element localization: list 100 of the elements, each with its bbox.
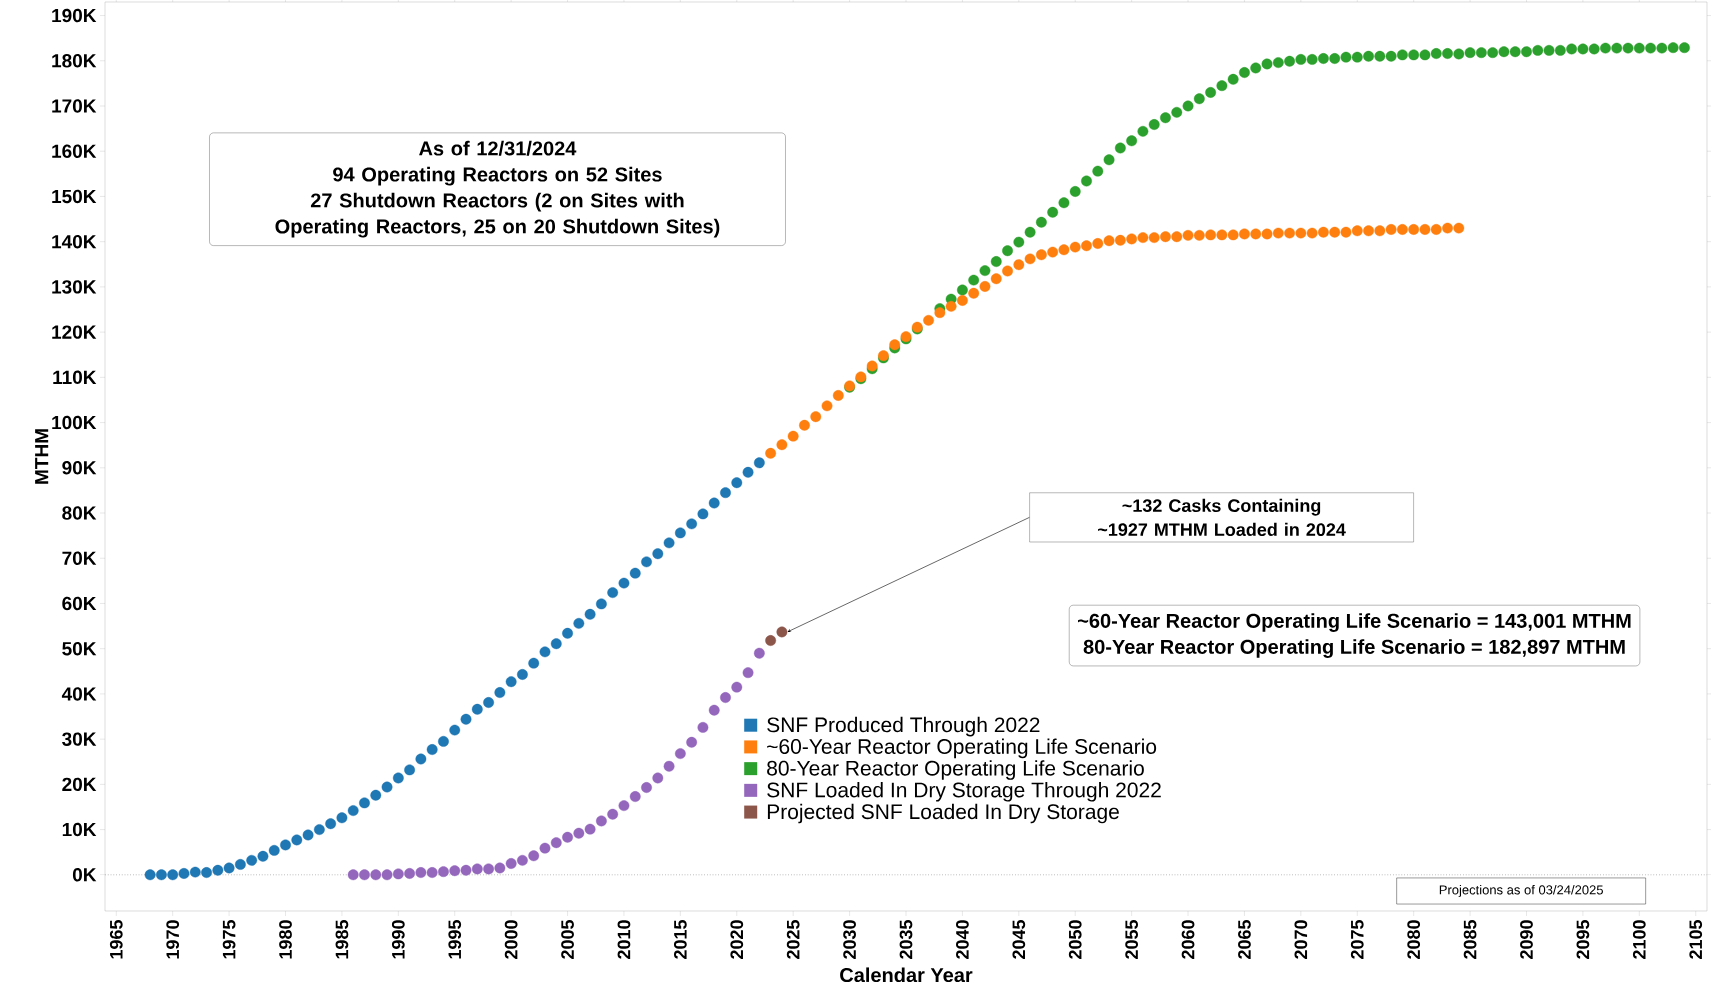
point (156, 869, 167, 881)
point (404, 868, 416, 879)
point (280, 839, 291, 851)
point (742, 667, 754, 679)
point (505, 676, 517, 688)
point (471, 703, 483, 715)
y-axis-title: MTHM (35, 429, 49, 484)
point (223, 862, 235, 874)
point (708, 704, 720, 716)
x-tick-label: 2005 (561, 920, 574, 959)
x-tick-label: 2065 (1238, 920, 1251, 959)
point (584, 823, 596, 835)
point (392, 772, 404, 784)
y-tick-label: 120K (52, 325, 97, 339)
point (550, 638, 562, 650)
point (313, 824, 325, 835)
x-tick-label: 2010 (617, 920, 631, 959)
point (449, 724, 461, 736)
point (629, 791, 641, 802)
point (381, 869, 393, 881)
point (686, 736, 698, 748)
point (596, 598, 607, 610)
point (663, 537, 675, 549)
legend-label: ~60-Year Reactor Operating Life Scenario (767, 738, 1157, 759)
point (167, 869, 179, 881)
x-tick-label: 1965 (109, 920, 123, 959)
x-tick-label: 2070 (1294, 920, 1308, 959)
x-tick-label: 2050 (1068, 920, 1082, 959)
point (392, 868, 404, 880)
y-tick-label: 10K (62, 822, 97, 837)
annotation: 27 Shutdown Reactors (2 on Sites with Operating Reactors, 25 on 20 Shutdown Sites) (275, 192, 720, 238)
y-tick-label: 30K (62, 732, 97, 746)
x-tick-label: 2035 (899, 920, 913, 959)
point (268, 844, 280, 856)
point (765, 635, 777, 646)
point (618, 800, 630, 812)
point (517, 669, 528, 680)
x-tick-label: 2075 (1350, 920, 1364, 959)
x-tick-label: 1995 (448, 920, 462, 959)
y-tick-label: 130K (52, 280, 97, 294)
point (528, 850, 540, 862)
point (415, 867, 427, 878)
point (562, 627, 573, 639)
point (415, 753, 427, 765)
point (347, 805, 359, 816)
point (178, 868, 190, 879)
point (291, 834, 303, 846)
legend-label: Projected SNF Loaded In Dry Storage (767, 803, 1119, 824)
point (381, 781, 393, 793)
y-tick-label: 190K (52, 8, 97, 23)
annotation: 94 Operating Reactors on 52 Sites (333, 166, 662, 186)
point (596, 815, 607, 827)
point (753, 457, 765, 469)
point (584, 608, 596, 620)
point (212, 864, 224, 876)
x-tick-label: 2000 (504, 920, 518, 959)
point (234, 859, 246, 870)
x-tick-label: 2080 (1407, 920, 1421, 959)
point (302, 829, 314, 841)
point (674, 527, 686, 539)
y-tick-label: 100K (52, 415, 97, 430)
x-tick-label: 1975 (222, 920, 236, 959)
x-tick-label: 2045 (1012, 920, 1026, 959)
point (449, 865, 461, 877)
point (731, 681, 743, 693)
point (562, 831, 573, 843)
y-tick-label: 40K (61, 687, 97, 701)
point (618, 577, 630, 589)
point (573, 617, 585, 629)
point (494, 862, 506, 874)
point (483, 697, 494, 708)
point (257, 850, 269, 862)
y-tick-label: 180K (52, 54, 97, 68)
point (460, 864, 472, 876)
point (720, 692, 731, 703)
point (641, 782, 652, 793)
point (607, 808, 619, 820)
x-tick-label: 2060 (1181, 920, 1195, 959)
y-tick-label: 20K (62, 777, 97, 792)
x-tick-label: 1980 (279, 920, 292, 959)
annotation: ~132 Casks Containing ~1927 MTHM Loaded in 2024 (1098, 498, 1346, 536)
point (359, 797, 370, 809)
x-tick-label: 2020 (730, 920, 744, 959)
point (347, 869, 359, 881)
point (697, 508, 709, 520)
point (359, 869, 370, 881)
point (686, 518, 698, 530)
point (607, 587, 619, 599)
annotation: Projections as of 03/24/2025 (1439, 884, 1603, 898)
x-tick-label: 2030 (843, 920, 856, 959)
point (539, 842, 551, 854)
point (370, 869, 382, 881)
x-axis-title: Calendar Year (840, 967, 973, 983)
point (505, 858, 517, 869)
y-tick-label: 90K (62, 461, 97, 475)
point (336, 812, 348, 824)
point (370, 789, 382, 801)
legend-label: SNF Produced Through 2022 (767, 716, 1040, 737)
y-tick-label: 50K (62, 641, 97, 656)
point (652, 548, 664, 560)
